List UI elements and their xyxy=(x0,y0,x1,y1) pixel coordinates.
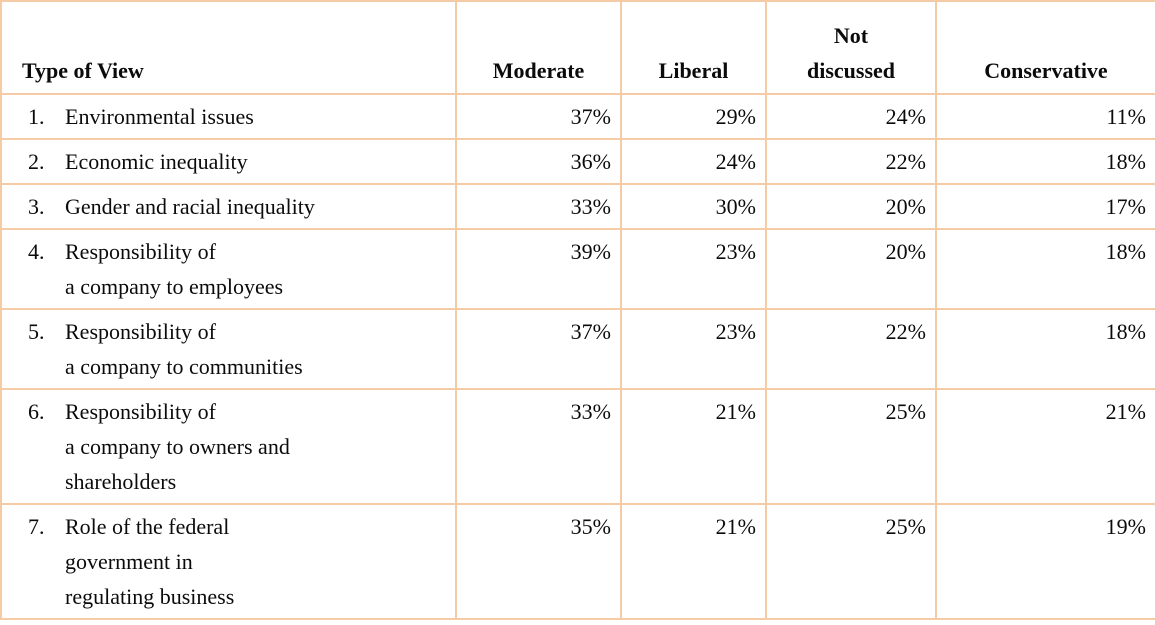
row-number: 3. xyxy=(28,194,45,219)
row-label-text: Environmental issues xyxy=(65,104,254,129)
percentage-value-cell: 39% xyxy=(455,228,622,310)
row-label: 7. Role of the federal government in regu… xyxy=(2,509,447,614)
row-label-cell: 5. Responsibility of a company to communi… xyxy=(0,308,457,390)
row-label: 5. Responsibility of a company to communi… xyxy=(2,314,447,384)
column-header-type-of-view: Type of View xyxy=(0,0,457,95)
percentage-value-cell: 30% xyxy=(620,183,767,230)
row-label-cell: 6. Responsibility of a company to owners … xyxy=(0,388,457,505)
percentage-value-cell: 18% xyxy=(935,308,1155,390)
table-header-row: Type of View Moderate Liberal Not discus… xyxy=(0,0,1155,95)
percentage-value-cell: 23% xyxy=(620,228,767,310)
percentage-value-cell: 33% xyxy=(455,183,622,230)
row-number: 2. xyxy=(28,149,45,174)
row-label-text: Gender and racial inequality xyxy=(65,194,315,219)
percentage-value-cell: 19% xyxy=(935,503,1155,620)
row-label: 6. Responsibility of a company to owners … xyxy=(2,394,447,499)
table-row: 3. Gender and racial inequality 33% 30% 20% 1… xyxy=(0,183,1155,230)
row-number: 6. xyxy=(28,399,45,424)
percentage-value-cell: 24% xyxy=(765,93,937,140)
table-row: 7. Role of the federal government in regu… xyxy=(0,503,1155,620)
percentage-value-cell: 23% xyxy=(620,308,767,390)
row-label-text: Responsibility of a company to owners an… xyxy=(65,399,290,494)
percentage-value-cell: 22% xyxy=(765,138,937,185)
row-number: 4. xyxy=(28,239,45,264)
percentage-value-cell: 20% xyxy=(765,183,937,230)
table-row: 4. Responsibility of a company to employe… xyxy=(0,228,1155,310)
row-label-cell: 7. Role of the federal government in regu… xyxy=(0,503,457,620)
percentage-value-cell: 37% xyxy=(455,93,622,140)
percentage-value-cell: 35% xyxy=(455,503,622,620)
column-header-not-discussed: Not discussed xyxy=(765,0,937,95)
row-number: 1. xyxy=(28,104,45,129)
row-label: 1. Environmental issues xyxy=(2,99,447,134)
row-label-cell: 3. Gender and racial inequality xyxy=(0,183,457,230)
percentage-value-cell: 11% xyxy=(935,93,1155,140)
column-header-moderate: Moderate xyxy=(455,0,622,95)
percentage-value-cell: 21% xyxy=(620,388,767,505)
percentage-value-cell: 33% xyxy=(455,388,622,505)
row-label-cell: 1. Environmental issues xyxy=(0,93,457,140)
percentage-value-cell: 18% xyxy=(935,228,1155,310)
row-label-text: Role of the federal government in regula… xyxy=(65,514,235,609)
table-row: 5. Responsibility of a company to communi… xyxy=(0,308,1155,390)
row-label: 3. Gender and racial inequality xyxy=(2,189,447,224)
percentage-value-cell: 18% xyxy=(935,138,1155,185)
table-row: 6. Responsibility of a company to owners … xyxy=(0,388,1155,505)
percentage-value-cell: 17% xyxy=(935,183,1155,230)
row-number: 7. xyxy=(28,514,45,539)
row-label-text: Economic inequality xyxy=(65,149,248,174)
table-row: 2. Economic inequality 36% 24% 22% 18% xyxy=(0,138,1155,185)
percentage-value-cell: 22% xyxy=(765,308,937,390)
table-row: 1. Environmental issues 37% 29% 24% 11% xyxy=(0,93,1155,140)
row-label-text: Responsibility of a company to communiti… xyxy=(65,319,303,379)
row-label-text: Responsibility of a company to employees xyxy=(65,239,284,299)
percentage-value-cell: 29% xyxy=(620,93,767,140)
percentage-value-cell: 20% xyxy=(765,228,937,310)
row-number: 5. xyxy=(28,319,45,344)
column-header-conservative: Conservative xyxy=(935,0,1155,95)
column-header-liberal: Liberal xyxy=(620,0,767,95)
row-label-cell: 4. Responsibility of a company to employe… xyxy=(0,228,457,310)
percentage-value-cell: 24% xyxy=(620,138,767,185)
row-label: 2. Economic inequality xyxy=(2,144,447,179)
table-body: 1. Environmental issues 37% 29% 24% 11% 2. Econ… xyxy=(0,93,1155,620)
row-label: 4. Responsibility of a company to employe… xyxy=(2,234,447,304)
percentage-value-cell: 37% xyxy=(455,308,622,390)
percentage-value-cell: 21% xyxy=(620,503,767,620)
percentage-value-cell: 25% xyxy=(765,503,937,620)
percentage-value-cell: 25% xyxy=(765,388,937,505)
percentage-value-cell: 21% xyxy=(935,388,1155,505)
percentage-value-cell: 36% xyxy=(455,138,622,185)
row-label-cell: 2. Economic inequality xyxy=(0,138,457,185)
